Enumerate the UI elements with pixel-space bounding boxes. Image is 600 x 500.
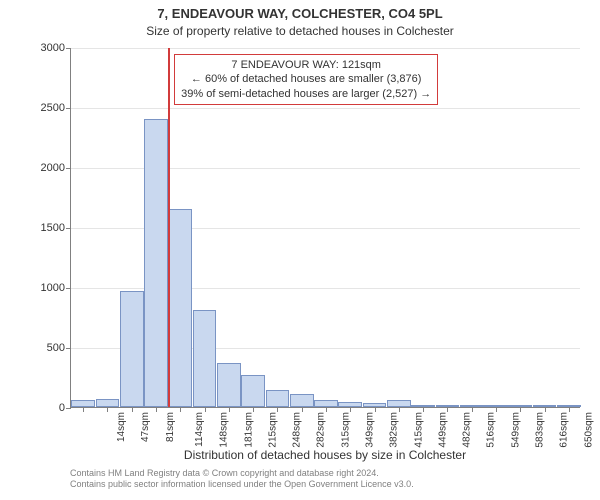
attribution-line: Contains public sector information licen… — [70, 479, 580, 490]
reference-line — [168, 48, 170, 407]
y-tick — [66, 48, 71, 49]
gridline — [71, 108, 580, 109]
y-tick-label: 1500 — [15, 222, 65, 234]
histogram-bar — [120, 291, 144, 407]
x-tick — [156, 407, 157, 412]
histogram-bar — [387, 400, 411, 407]
histogram-bar — [71, 400, 95, 407]
y-tick — [66, 228, 71, 229]
x-tick-label: 650sqm — [583, 412, 594, 448]
gridline — [71, 48, 580, 49]
x-tick-label: 215sqm — [267, 412, 278, 448]
reference-annotation: 7 ENDEAVOUR WAY: 121sqm← 60% of detached… — [174, 54, 438, 105]
y-tick — [66, 108, 71, 109]
x-tick-label: 516sqm — [486, 412, 497, 448]
histogram-bar — [217, 363, 241, 407]
x-tick-label: 449sqm — [437, 412, 448, 448]
x-tick — [132, 407, 133, 412]
y-tick-label: 2000 — [15, 162, 65, 174]
y-tick-label: 3000 — [15, 42, 65, 54]
x-tick-label: 14sqm — [116, 412, 127, 442]
y-tick-label: 2500 — [15, 102, 65, 114]
x-tick-label: 248sqm — [292, 412, 303, 448]
histogram-bar — [557, 405, 581, 407]
x-tick-label: 583sqm — [535, 412, 546, 448]
x-tick-label: 81sqm — [165, 412, 176, 442]
x-tick-label: 382sqm — [389, 412, 400, 448]
histogram-bar — [193, 310, 217, 407]
x-tick-label: 114sqm — [194, 412, 205, 447]
histogram-bar — [363, 403, 387, 407]
x-axis-label: Distribution of detached houses by size … — [70, 448, 580, 462]
y-tick-label: 0 — [15, 402, 65, 414]
histogram-bar — [533, 405, 557, 407]
y-tick — [66, 168, 71, 169]
histogram-bar — [266, 390, 290, 407]
x-tick-label: 415sqm — [413, 412, 424, 448]
histogram-bar — [314, 400, 338, 407]
x-tick-label: 315sqm — [340, 412, 351, 448]
histogram-bar — [460, 405, 484, 407]
y-tick-label: 500 — [15, 342, 65, 354]
histogram-bar — [508, 405, 532, 407]
x-tick-label: 282sqm — [316, 412, 327, 448]
x-tick — [107, 407, 108, 412]
x-tick-label: 616sqm — [559, 412, 570, 448]
histogram-bar — [338, 402, 362, 407]
attribution: Contains HM Land Registry data © Crown c… — [70, 468, 580, 491]
y-tick — [66, 288, 71, 289]
y-tick-label: 1000 — [15, 282, 65, 294]
histogram-bar — [436, 405, 460, 407]
x-tick-label: 482sqm — [462, 412, 473, 448]
histogram-bar — [168, 209, 192, 407]
x-tick-label: 148sqm — [219, 412, 230, 448]
histogram-bar — [96, 399, 120, 407]
attribution-line: Contains HM Land Registry data © Crown c… — [70, 468, 580, 479]
x-tick-label: 181sqm — [243, 412, 254, 448]
chart-title: 7, ENDEAVOUR WAY, COLCHESTER, CO4 5PL — [0, 6, 600, 21]
annotation-line: ← 60% of detached houses are smaller (3,… — [181, 72, 431, 86]
x-tick-label: 47sqm — [140, 412, 151, 442]
x-tick — [180, 407, 181, 412]
y-tick — [66, 408, 71, 409]
histogram-bar — [241, 375, 265, 407]
annotation-line: 39% of semi-detached houses are larger (… — [181, 87, 431, 101]
x-tick-label: 349sqm — [365, 412, 376, 448]
x-tick — [83, 407, 84, 412]
x-tick-label: 549sqm — [510, 412, 521, 448]
plot-area: 7 ENDEAVOUR WAY: 121sqm← 60% of detached… — [70, 48, 580, 408]
histogram-bar — [484, 405, 508, 407]
chart-container: 7, ENDEAVOUR WAY, COLCHESTER, CO4 5PL Si… — [0, 0, 600, 500]
annotation-line: 7 ENDEAVOUR WAY: 121sqm — [181, 58, 431, 72]
chart-subtitle: Size of property relative to detached ho… — [0, 24, 600, 38]
histogram-bar — [290, 394, 314, 407]
histogram-bar — [144, 119, 168, 407]
histogram-bar — [411, 405, 435, 407]
y-tick — [66, 348, 71, 349]
